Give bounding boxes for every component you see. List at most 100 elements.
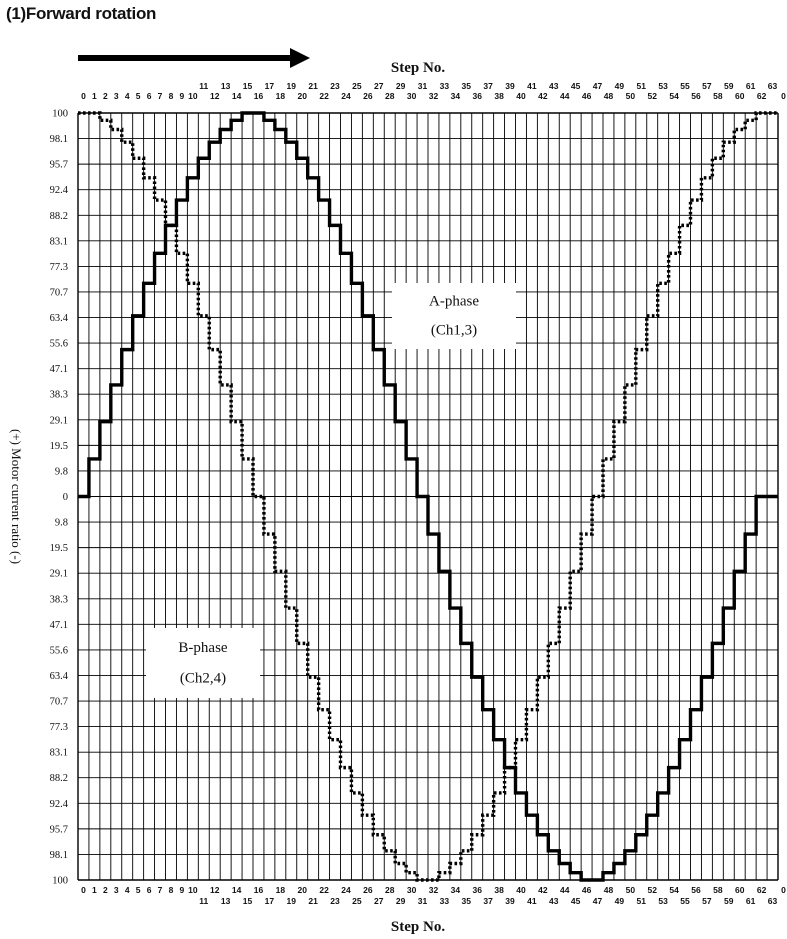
x-tick-label-top-offset: 39 [505,81,515,91]
x-tick-label-top-offset: 15 [243,81,253,91]
x-tick-label-top-offset: 51 [637,81,647,91]
y-tick-label: 92.4 [50,185,69,196]
x-tick-label-bottom-offset: 19 [287,896,297,906]
x-tick-label-bottom: 20 [297,885,307,895]
y-tick-label: 29.1 [50,569,68,580]
x-tick-label-top-offset: 31 [418,81,428,91]
x-tick-label-bottom: 9 [180,885,185,895]
x-tick-label-top: 10 [188,91,198,101]
x-tick-label-top: 36 [472,91,482,101]
x-tick-label-bottom: 38 [494,885,504,895]
x-tick-label-top: 40 [516,91,526,101]
x-tick-label-bottom-offset: 35 [462,896,472,906]
x-tick-label-bottom: 5 [136,885,141,895]
x-tick-label-top: 28 [385,91,395,101]
y-tick-label: 9.8 [55,466,68,477]
y-tick-label: 77.3 [50,262,68,273]
x-tick-label-bottom: 14 [232,885,242,895]
x-tick-label-top: 44 [560,91,570,101]
y-tick-label: 19.5 [50,441,68,452]
x-tick-label-bottom-offset: 45 [571,896,581,906]
x-tick-label-top: 54 [669,91,679,101]
x-tick-label-bottom: 18 [276,885,286,895]
x-tick-label-bottom: 34 [451,885,461,895]
y-tick-label: 63.4 [50,671,69,682]
x-tick-label-bottom-offset: 61 [746,896,756,906]
x-tick-label-bottom-offset: 49 [615,896,625,906]
x-tick-label-top-offset: 53 [658,81,668,91]
y-tick-label: 9.8 [55,518,68,529]
x-tick-label-bottom-offset: 29 [396,896,406,906]
series-b-label-name: B-phase [178,640,227,656]
x-tick-label-top-offset: 23 [330,81,340,91]
x-tick-label-top-offset: 49 [615,81,625,91]
x-tick-label-bottom: 52 [647,885,657,895]
x-tick-label-bottom-offset: 41 [527,896,537,906]
x-tick-label-top: 26 [363,91,373,101]
x-tick-label-top-offset: 25 [352,81,362,91]
x-tick-label-bottom-offset: 63 [768,896,778,906]
x-tick-label-bottom: 22 [319,885,329,895]
x-tick-label-top-offset: 13 [221,81,231,91]
x-tick-label-top: 4 [125,91,130,101]
y-tick-label: 88.2 [50,211,68,222]
x-tick-label-bottom: 62 [757,885,767,895]
x-tick-label-bottom-offset: 17 [265,896,275,906]
x-tick-label-bottom: 36 [472,885,482,895]
x-tick-label-bottom: 28 [385,885,395,895]
y-tick-label: 83.1 [50,748,68,759]
x-tick-label-bottom: 10 [188,885,198,895]
x-tick-label-top-offset: 41 [527,81,537,91]
x-tick-label-bottom-offset: 59 [724,896,734,906]
x-tick-label-top-offset: 11 [199,81,208,91]
x-tick-label-top-offset: 43 [549,81,559,91]
y-tick-label: 92.4 [50,799,69,810]
x-tick-label-top: 9 [180,91,185,101]
x-tick-label-top: 16 [254,91,264,101]
x-tick-label-top: 60 [735,91,745,101]
series-a-phase-line [78,111,778,882]
x-tick-label-bottom: 44 [560,885,570,895]
x-tick-label-top: 5 [136,91,141,101]
x-tick-label-bottom-offset: 31 [418,896,428,906]
y-tick-label: 77.3 [50,722,68,733]
x-tick-label-bottom: 32 [429,885,439,895]
x-tick-label-bottom-offset: 13 [221,896,231,906]
x-tick-label-bottom-offset: 23 [330,896,340,906]
x-tick-label-bottom: 4 [125,885,130,895]
y-tick-label: 55.6 [50,339,68,350]
y-axis-title: (+) Motor current ratio (-) [9,429,24,564]
x-tick-label-top: 48 [604,91,614,101]
x-tick-label-top-offset: 27 [374,81,384,91]
x-tick-label-top: 56 [691,91,701,101]
x-tick-label-top: 3 [114,91,119,101]
x-tick-label-top: 7 [158,91,163,101]
y-tick-label: 88.2 [50,773,68,784]
y-tick-label: 98.1 [50,850,68,861]
x-tick-label-top: 34 [451,91,461,101]
x-tick-label-bottom: 30 [407,885,417,895]
y-tick-label: 83.1 [50,236,68,247]
x-tick-label-bottom: 40 [516,885,526,895]
x-tick-label-bottom-offset: 15 [243,896,253,906]
direction-arrow-head [290,48,310,68]
x-tick-label-top: 2 [103,91,108,101]
x-tick-label-top: 62 [757,91,767,101]
x-tick-label-top: 0 [781,91,786,101]
x-tick-label-top: 32 [429,91,439,101]
x-tick-label-top: 20 [297,91,307,101]
x-tick-label-bottom-offset: 55 [680,896,690,906]
x-tick-label-bottom-offset: 21 [308,896,318,906]
x-tick-label-bottom-offset: 27 [374,896,384,906]
x-tick-label-top: 8 [169,91,174,101]
x-tick-label-bottom: 48 [604,885,614,895]
x-tick-label-top: 58 [713,91,723,101]
x-tick-label-top-offset: 61 [746,81,756,91]
x-tick-label-bottom-offset: 47 [593,896,603,906]
x-tick-label-top: 14 [232,91,242,101]
chart-heading: (1)Forward rotation [6,4,157,23]
x-tick-label-bottom-offset: 25 [352,896,362,906]
x-tick-label-bottom-offset: 51 [637,896,647,906]
x-tick-label-top-offset: 33 [440,81,450,91]
